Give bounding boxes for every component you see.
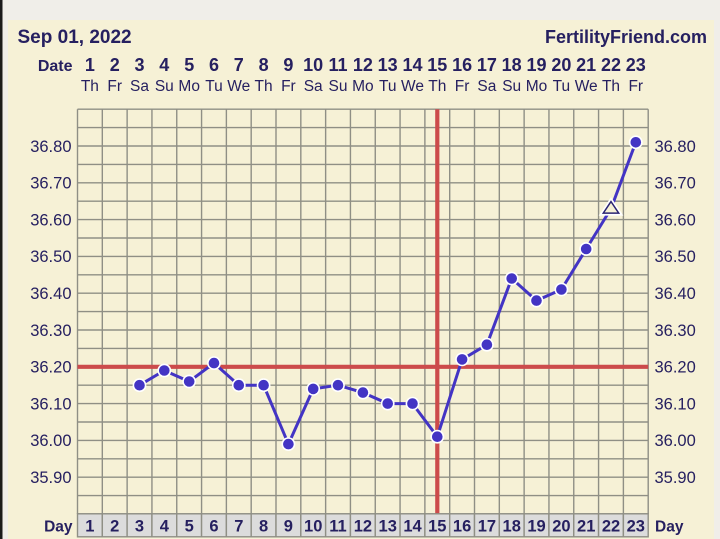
svg-text:Fr: Fr (107, 78, 122, 95)
svg-text:36.70: 36.70 (30, 175, 71, 193)
svg-text:We: We (401, 78, 424, 95)
svg-text:36.00: 36.00 (30, 432, 71, 450)
svg-text:Sa: Sa (304, 78, 323, 95)
svg-text:19: 19 (527, 518, 545, 536)
svg-text:7: 7 (234, 55, 244, 75)
svg-text:35.90: 35.90 (655, 469, 696, 487)
svg-text:21: 21 (577, 518, 595, 536)
svg-text:36.40: 36.40 (30, 285, 71, 303)
svg-text:Day: Day (655, 519, 684, 536)
svg-text:36.20: 36.20 (30, 359, 71, 377)
svg-text:9: 9 (284, 518, 293, 536)
svg-text:36.10: 36.10 (30, 395, 71, 413)
svg-text:Sa: Sa (130, 78, 149, 95)
svg-text:12: 12 (354, 518, 372, 536)
svg-text:36.50: 36.50 (30, 248, 71, 266)
svg-text:18: 18 (503, 518, 521, 536)
svg-text:36.30: 36.30 (30, 322, 71, 340)
svg-text:Tu: Tu (205, 78, 223, 95)
svg-text:36.80: 36.80 (30, 138, 71, 156)
svg-text:Su: Su (502, 78, 521, 95)
svg-text:36.20: 36.20 (655, 359, 696, 377)
svg-text:36.60: 36.60 (30, 211, 71, 229)
svg-text:6: 6 (209, 55, 219, 75)
svg-text:Fr: Fr (455, 78, 470, 95)
svg-text:Th: Th (81, 78, 99, 95)
svg-text:15: 15 (427, 55, 447, 75)
svg-text:Mo: Mo (352, 78, 374, 95)
svg-text:3: 3 (135, 518, 144, 536)
svg-text:16: 16 (453, 518, 471, 536)
svg-text:21: 21 (576, 55, 596, 75)
svg-text:Sep 01, 2022: Sep 01, 2022 (18, 27, 132, 48)
svg-text:8: 8 (259, 518, 268, 536)
svg-text:9: 9 (283, 55, 293, 75)
svg-text:36.50: 36.50 (655, 248, 696, 266)
svg-text:36.10: 36.10 (655, 395, 696, 413)
svg-text:3: 3 (134, 55, 144, 75)
svg-text:5: 5 (185, 518, 194, 536)
svg-text:16: 16 (452, 55, 472, 75)
svg-text:12: 12 (353, 55, 373, 75)
svg-text:23: 23 (627, 518, 645, 536)
svg-text:2: 2 (110, 518, 119, 536)
svg-text:17: 17 (477, 55, 497, 75)
svg-text:We: We (227, 78, 250, 95)
svg-text:We: We (575, 78, 598, 95)
svg-text:1: 1 (85, 55, 95, 75)
svg-text:14: 14 (402, 55, 422, 75)
svg-text:15: 15 (428, 518, 446, 536)
svg-text:20: 20 (552, 518, 570, 536)
svg-text:7: 7 (234, 518, 243, 536)
svg-text:11: 11 (328, 55, 347, 75)
svg-text:36.60: 36.60 (655, 211, 696, 229)
svg-text:Sa: Sa (477, 78, 496, 95)
svg-text:22: 22 (602, 518, 620, 536)
svg-text:Tu: Tu (553, 78, 571, 95)
svg-text:8: 8 (259, 55, 269, 75)
svg-text:Date: Date (38, 58, 73, 75)
svg-text:10: 10 (304, 518, 322, 536)
svg-text:23: 23 (626, 55, 646, 75)
svg-text:Su: Su (155, 78, 174, 95)
svg-text:36.00: 36.00 (655, 432, 696, 450)
svg-text:10: 10 (303, 55, 323, 75)
svg-text:Mo: Mo (178, 78, 200, 95)
svg-text:Mo: Mo (526, 78, 548, 95)
svg-text:36.30: 36.30 (655, 322, 696, 340)
svg-text:Th: Th (255, 78, 273, 95)
svg-text:36.40: 36.40 (655, 285, 696, 303)
svg-text:Day: Day (44, 519, 73, 536)
svg-text:36.70: 36.70 (655, 175, 696, 193)
svg-text:20: 20 (551, 55, 571, 75)
svg-text:22: 22 (601, 55, 621, 75)
svg-text:35.90: 35.90 (30, 469, 71, 487)
svg-text:Fr: Fr (281, 78, 296, 95)
svg-text:14: 14 (403, 518, 422, 536)
svg-text:18: 18 (502, 55, 522, 75)
svg-text:4: 4 (159, 55, 169, 75)
svg-text:36.80: 36.80 (655, 138, 696, 156)
svg-text:FertilityFriend.com: FertilityFriend.com (545, 27, 707, 47)
svg-text:5: 5 (184, 55, 194, 75)
svg-text:6: 6 (209, 518, 218, 536)
svg-text:11: 11 (329, 518, 346, 536)
svg-text:Su: Su (329, 78, 348, 95)
svg-text:Fr: Fr (628, 78, 643, 95)
svg-text:13: 13 (379, 518, 397, 536)
svg-text:4: 4 (160, 518, 170, 536)
svg-text:13: 13 (378, 55, 398, 75)
svg-text:Th: Th (602, 78, 620, 95)
svg-text:17: 17 (478, 518, 496, 536)
svg-text:Tu: Tu (379, 78, 397, 95)
svg-text:2: 2 (110, 55, 120, 75)
svg-text:1: 1 (85, 518, 94, 536)
svg-text:19: 19 (526, 55, 546, 75)
svg-text:Th: Th (428, 78, 446, 95)
